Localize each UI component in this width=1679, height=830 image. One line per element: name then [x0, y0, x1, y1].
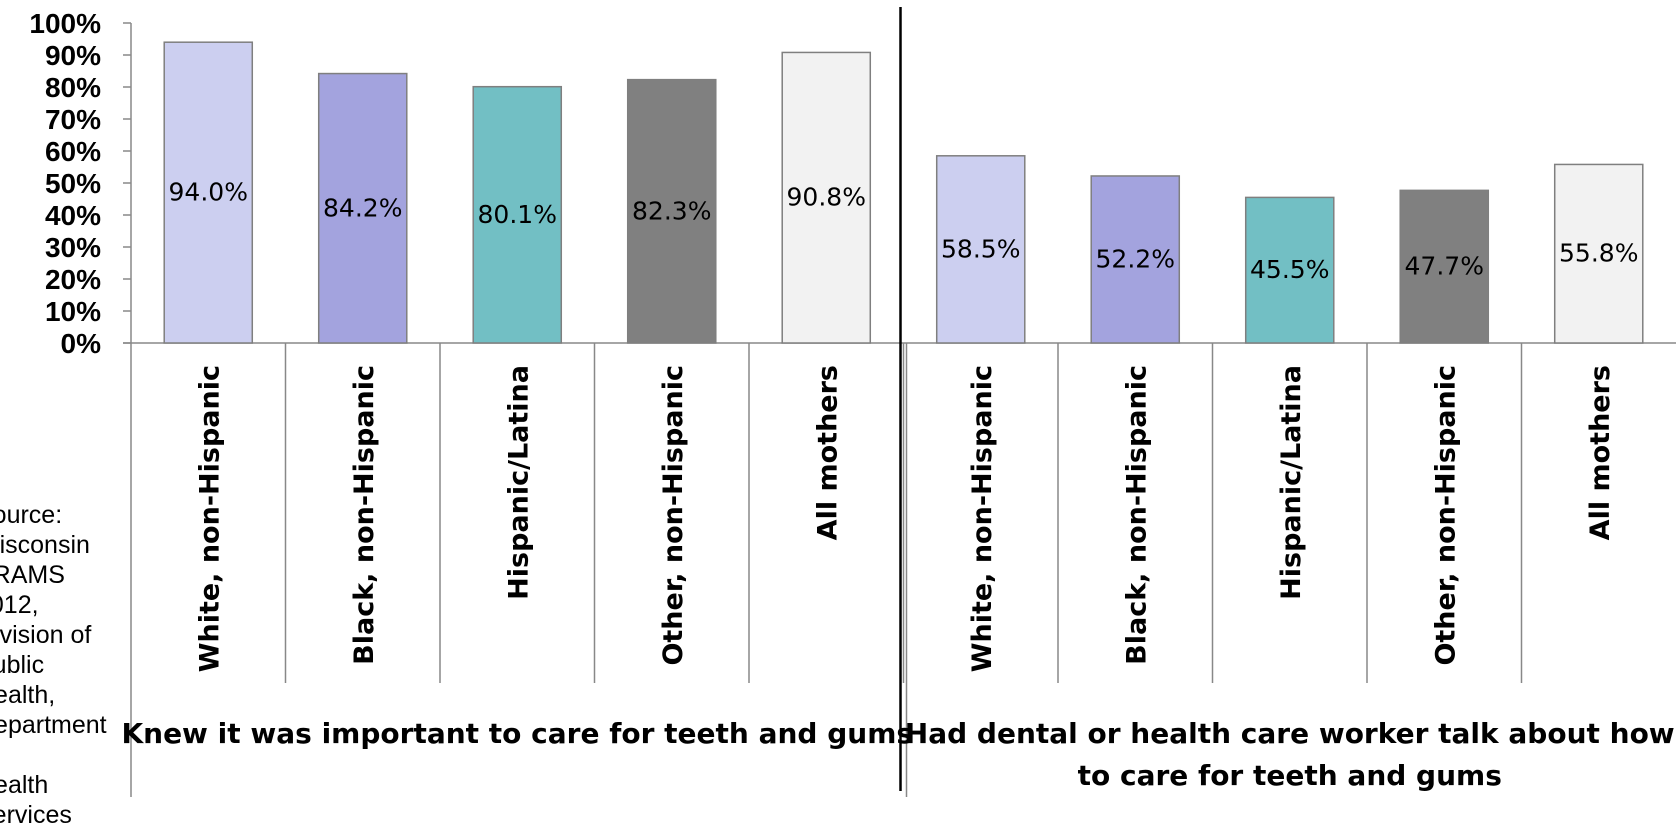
bar — [626, 78, 717, 344]
data-label: 82.3% — [632, 196, 711, 225]
bar — [781, 51, 872, 344]
category-label: Hispanic/Latina — [1276, 365, 1307, 600]
category-label: White, non-Hispanic — [194, 365, 225, 672]
y-axis-ticks: 0%10%20%30%40%50%60%70%80%90%100% — [29, 8, 131, 359]
data-label: 47.7% — [1405, 252, 1484, 281]
y-tick-label: 90% — [45, 40, 101, 71]
data-label: 90.8% — [787, 183, 866, 212]
bar — [163, 41, 254, 344]
data-label: 52.2% — [1096, 244, 1175, 273]
bar-chart: 0%10%20%30%40%50%60%70%80%90%100% 94.0% 8… — [29, 7, 1676, 797]
group-label: Had dental or health care worker talk ab… — [905, 717, 1675, 750]
data-labels: 94.0% 84.2% 80.1% 82.3% 90.8% 58.5% 52.2% 45.5%… — [169, 178, 1639, 285]
bar — [1399, 189, 1490, 344]
category-label: White, non-Hispanic — [967, 365, 998, 672]
category-label: All mothers — [1585, 365, 1616, 540]
bar — [1553, 163, 1644, 344]
category-label: Other, non-Hispanic — [658, 365, 689, 666]
data-label: 84.2% — [323, 193, 402, 222]
data-label: 45.5% — [1250, 255, 1329, 284]
category-label: All mothers — [812, 365, 843, 540]
source-note: Source: Wisconsin PRAMS 2012, Division o… — [0, 501, 107, 829]
y-tick-label: 60% — [45, 136, 101, 167]
y-tick-label: 40% — [45, 200, 101, 231]
y-tick-label: 100% — [29, 8, 101, 39]
bar — [317, 72, 408, 344]
data-label: 55.8% — [1559, 239, 1638, 268]
bar — [472, 85, 563, 344]
category-label: Black, non-Hispanic — [349, 365, 380, 665]
category-labels: White, non-Hispanic Black, non-Hispanic Hi… — [194, 365, 1616, 672]
category-label: Other, non-Hispanic — [1430, 365, 1461, 666]
data-label: 94.0% — [169, 178, 248, 207]
y-tick-label: 0% — [61, 328, 102, 359]
y-tick-label: 70% — [45, 104, 101, 135]
y-tick-label: 50% — [45, 168, 101, 199]
group-labels: Knew it was important to care for teeth … — [121, 717, 1674, 792]
category-label: Black, non-Hispanic — [1121, 365, 1152, 665]
y-tick-label: 30% — [45, 232, 101, 263]
data-label: 80.1% — [478, 200, 557, 229]
y-tick-label: 10% — [45, 296, 101, 327]
group-label: to care for teeth and gums — [1078, 759, 1502, 792]
y-tick-label: 80% — [45, 72, 101, 103]
bar — [1244, 196, 1335, 344]
bars — [163, 41, 1644, 344]
bar — [1090, 175, 1181, 344]
group-label: Knew it was important to care for teeth … — [121, 717, 913, 750]
data-label: 58.5% — [941, 234, 1020, 263]
category-label: Hispanic/Latina — [503, 365, 534, 600]
bar — [935, 155, 1026, 344]
y-tick-label: 20% — [45, 264, 101, 295]
